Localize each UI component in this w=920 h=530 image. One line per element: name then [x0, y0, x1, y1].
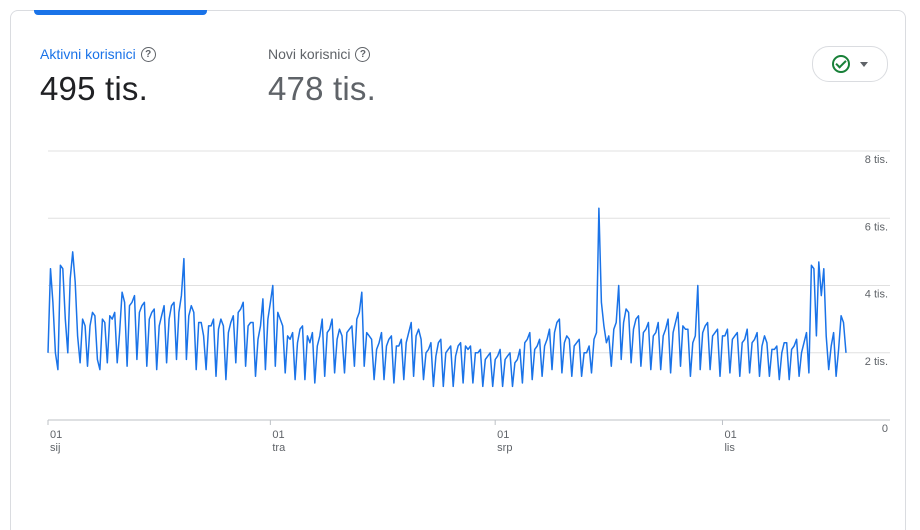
- x-tick-month: srp: [497, 442, 512, 454]
- x-tick-day: 01: [272, 429, 284, 441]
- status-dropdown-button[interactable]: [812, 46, 888, 82]
- chart-card: [10, 10, 906, 530]
- x-tick-day: 01: [724, 429, 736, 441]
- active-users-value: 495 tis.: [40, 70, 148, 107]
- active-tab-indicator: [34, 10, 207, 15]
- y-tick-label: 6 tis.: [865, 221, 888, 233]
- x-tick-month: lis: [724, 442, 735, 454]
- check-circle-icon: [832, 55, 850, 73]
- y-tick-label: 0: [882, 423, 888, 435]
- x-tick-month: tra: [272, 442, 286, 454]
- new-users-label-row: Novi korisnici ?: [268, 46, 376, 62]
- tab-new-users[interactable]: Novi korisnici ? 478 tis.: [268, 46, 376, 108]
- help-circle-icon[interactable]: ?: [140, 46, 156, 62]
- new-users-label: Novi korisnici: [268, 46, 351, 62]
- x-tick-day: 01: [497, 429, 509, 441]
- help-circle-icon[interactable]: ?: [355, 46, 371, 62]
- y-tick-label: 4 tis.: [865, 289, 888, 301]
- new-users-value: 478 tis.: [268, 70, 376, 107]
- x-tick-day: 01: [50, 429, 62, 441]
- y-tick-label: 2 tis.: [865, 356, 888, 368]
- series-line-active-users: [47, 207, 847, 388]
- x-tick-month: sij: [50, 442, 60, 454]
- caret-down-icon: [860, 61, 868, 67]
- active-users-label-row: Aktivni korisnici ?: [40, 46, 156, 62]
- y-tick-label: 8 tis.: [865, 154, 888, 166]
- tab-active-users[interactable]: Aktivni korisnici ? 495 tis.: [40, 46, 156, 108]
- active-users-label: Aktivni korisnici: [40, 46, 136, 62]
